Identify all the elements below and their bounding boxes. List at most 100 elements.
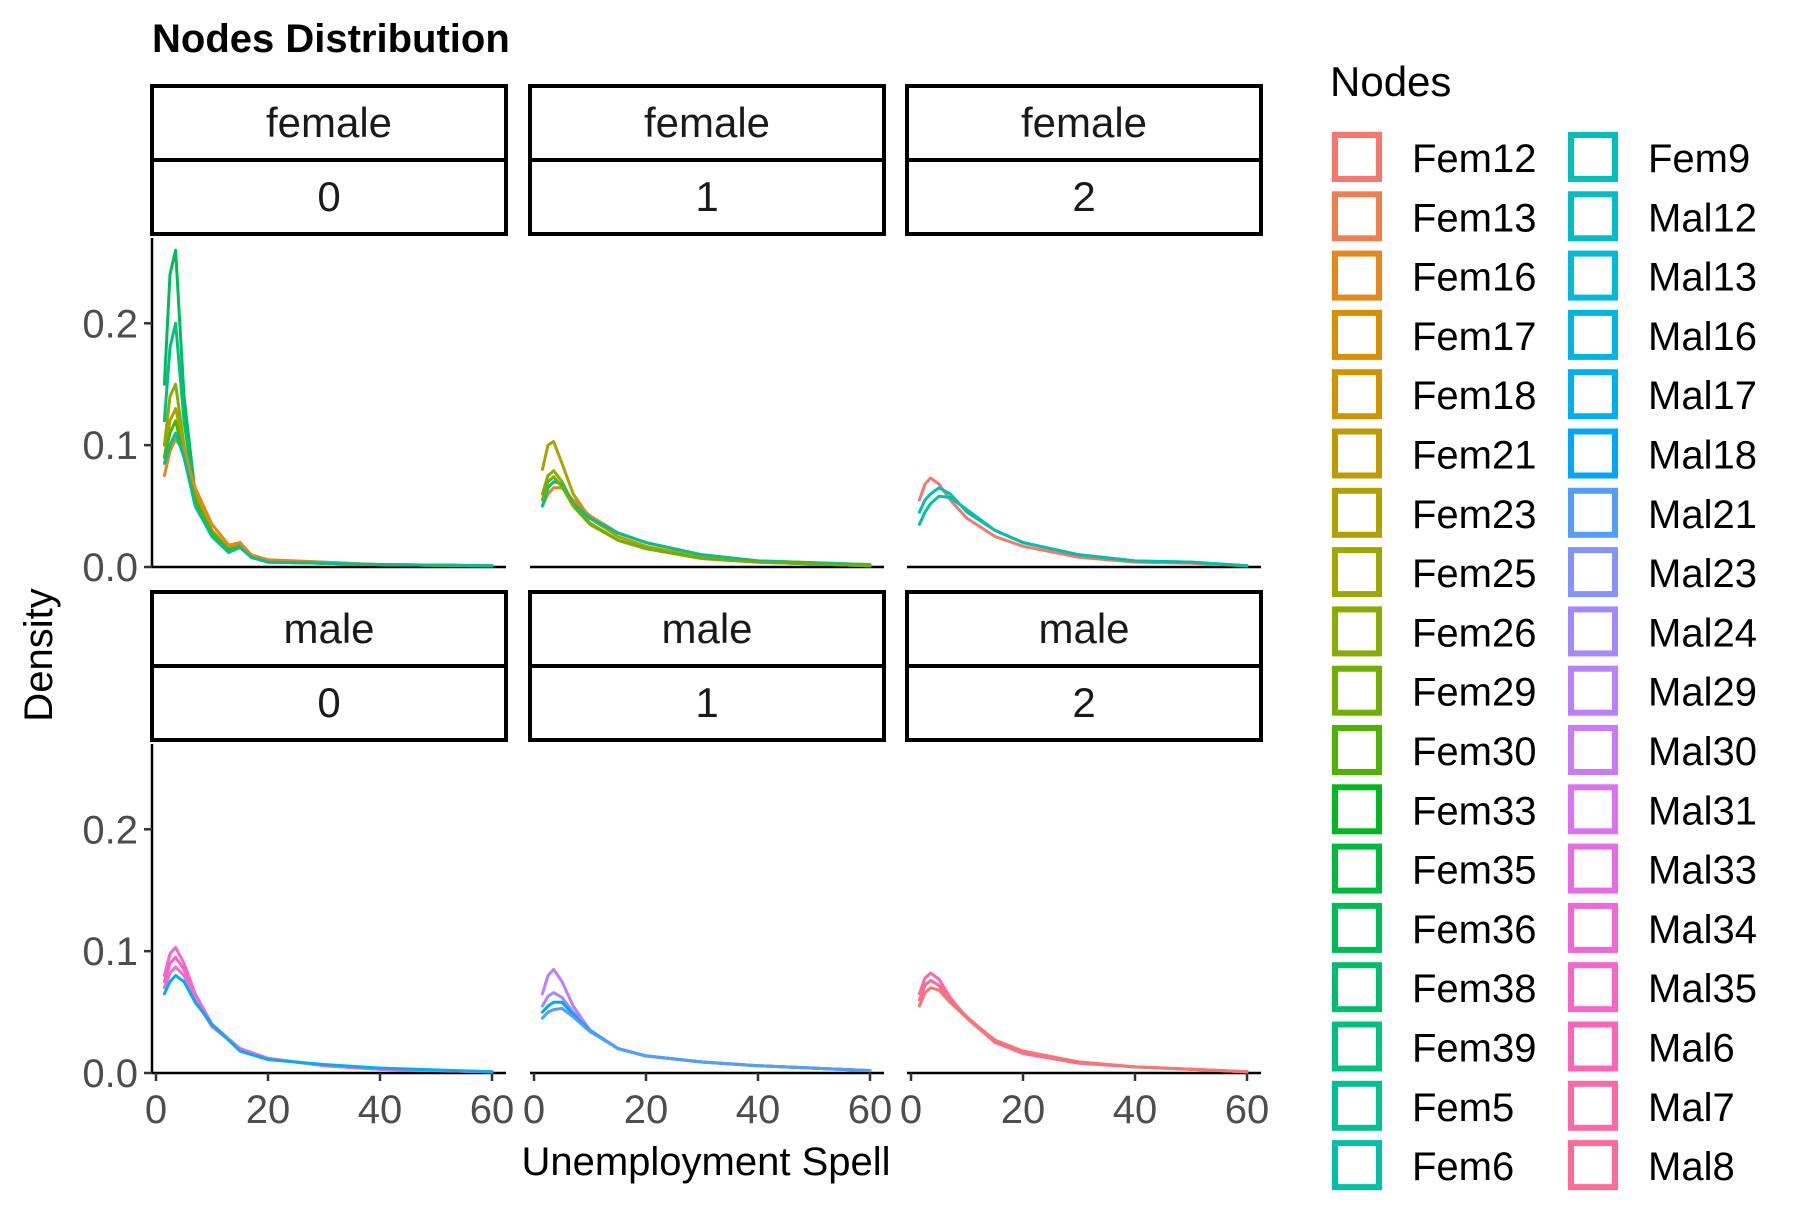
legend-label: Mal13 [1648, 256, 1757, 300]
facet-strip-label: male [1038, 605, 1129, 652]
legend-key [1332, 1080, 1382, 1131]
density-line [162, 946, 494, 1074]
legend-key [1568, 1140, 1618, 1191]
density-line [162, 965, 494, 1074]
facet-strip-top [150, 84, 508, 162]
legend-label: Mal24 [1648, 611, 1757, 655]
facet-strip-bottom [150, 664, 508, 742]
legend-key [1568, 606, 1618, 657]
legend-key [1332, 1021, 1382, 1072]
legend-item: Mal34 [1568, 902, 1757, 953]
facet-strip-bottom [528, 158, 886, 236]
density-line [162, 974, 494, 1074]
legend-label: Mal6 [1648, 1027, 1735, 1071]
legend-key [1332, 962, 1382, 1013]
legend-key [1568, 250, 1618, 301]
legend-key [1568, 784, 1618, 835]
legend-item: Mal7 [1568, 1080, 1735, 1131]
legend-label: Fem6 [1412, 1145, 1514, 1189]
y-tick-label: 0.1 [82, 424, 138, 468]
legend-label: Fem12 [1412, 137, 1537, 181]
legend-label: Mal18 [1648, 434, 1757, 478]
legend-item: Mal30 [1568, 725, 1757, 775]
legend-label: Mal30 [1648, 730, 1757, 774]
facet-strip-top [528, 84, 886, 162]
density-line [917, 986, 1249, 1074]
legend-item: Fem18 [1332, 369, 1537, 420]
legend-item: Mal17 [1568, 369, 1757, 420]
density-line [917, 971, 1249, 1074]
legend-label: Fem23 [1412, 493, 1537, 537]
density-line [917, 476, 1249, 568]
density-line [540, 1000, 872, 1073]
legend-item: Mal16 [1568, 309, 1757, 360]
legend-label: Fem18 [1412, 374, 1537, 418]
legend-label: Fem13 [1412, 196, 1537, 240]
legend-item: Mal29 [1568, 665, 1757, 716]
facet-panel: female 0 0.0 0.1 0.2 [82, 84, 508, 590]
legend-key [1332, 250, 1382, 301]
legend-key [1332, 547, 1382, 598]
legend-label: Mal35 [1648, 967, 1757, 1011]
density-line [917, 494, 1249, 568]
density-line [162, 407, 494, 568]
density-line [162, 248, 494, 568]
x-tick-label: 0 [145, 1088, 167, 1132]
legend-item: Fem30 [1332, 725, 1537, 775]
legend-label: Mal31 [1648, 789, 1757, 833]
facet-panel: female 2 [905, 84, 1263, 569]
legend-item: Fem21 [1332, 428, 1537, 479]
legend-label: Fem30 [1412, 730, 1537, 774]
legend-item: Mal23 [1568, 547, 1757, 598]
density-line [540, 475, 872, 568]
legend-item: Mal24 [1568, 606, 1757, 657]
legend-label: Fem36 [1412, 908, 1537, 952]
legend-key [1332, 132, 1382, 182]
facet-strip-label: 1 [695, 679, 718, 726]
legend-key [1568, 1080, 1618, 1131]
legend-label: Mal21 [1648, 493, 1757, 537]
x-tick-label: 60 [470, 1088, 515, 1132]
density-line [540, 480, 872, 567]
facet-strip-bottom [905, 664, 1263, 742]
legend-key [1332, 191, 1382, 242]
x-tick-label: 20 [624, 1088, 669, 1132]
legend-key [1332, 309, 1382, 360]
density-line [162, 321, 494, 568]
facet-strip-bottom [528, 664, 886, 742]
legend-item: Fem29 [1332, 665, 1537, 716]
legend-key [1568, 547, 1618, 598]
legend-key [1332, 665, 1382, 716]
legend-key [1332, 606, 1382, 657]
legend-label: Mal34 [1648, 908, 1757, 952]
facet-strip-label: female [644, 99, 770, 146]
legend-item: Fem16 [1332, 250, 1537, 301]
legend-key [1568, 902, 1618, 953]
legend-title: Nodes [1330, 58, 1451, 105]
legend-label: Fem16 [1412, 256, 1537, 300]
panels-layer: female00.00.10.2female1female2male00.00.… [82, 84, 1269, 1132]
legend-item: Fem6 [1332, 1140, 1514, 1191]
facet-panel: female 1 [528, 84, 886, 569]
legend-item: Fem35 [1332, 843, 1537, 894]
legend-item: Mal31 [1568, 784, 1757, 835]
legend-key [1568, 725, 1618, 775]
facet-panel: male 1 0 20 40 60 [523, 590, 892, 1132]
x-tick-label: 40 [1113, 1088, 1158, 1132]
density-line [162, 431, 494, 568]
legend-label: Fem38 [1412, 967, 1537, 1011]
legend-label: Mal33 [1648, 849, 1757, 893]
legend-item: Mal18 [1568, 428, 1757, 479]
legend-key [1568, 191, 1618, 242]
legend-label: Fem29 [1412, 671, 1537, 715]
chart-title: Nodes Distribution [152, 17, 510, 61]
legend-key [1568, 1021, 1618, 1072]
legend-label: Mal23 [1648, 552, 1757, 596]
facet-strip-bottom [150, 158, 508, 236]
legend-item: Fem39 [1332, 1021, 1537, 1072]
y-tick-label: 0.2 [82, 808, 138, 852]
legend-key [1332, 843, 1382, 894]
facet-strip-label: 1 [695, 173, 718, 220]
legend-label: Fem25 [1412, 552, 1537, 596]
